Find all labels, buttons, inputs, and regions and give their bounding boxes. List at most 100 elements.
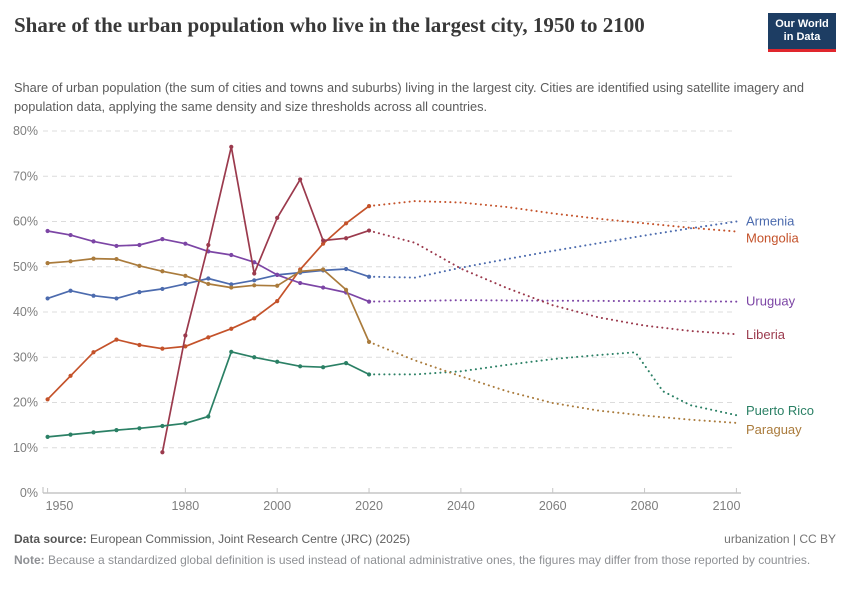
series-point-paraguay[interactable] bbox=[321, 267, 326, 272]
series-point-puerto-rico[interactable] bbox=[137, 426, 142, 431]
series-point-mongolia[interactable] bbox=[160, 346, 165, 351]
series-point-puerto-rico[interactable] bbox=[160, 423, 165, 429]
series-point-armenia[interactable] bbox=[68, 288, 73, 293]
series-line-puerto-rico[interactable] bbox=[47, 350, 370, 438]
series-point-uruguay[interactable] bbox=[114, 243, 119, 249]
series-point-puerto-rico[interactable] bbox=[68, 432, 73, 437]
series-point-uruguay[interactable] bbox=[298, 280, 303, 286]
series-point-paraguay[interactable] bbox=[343, 287, 349, 292]
series-point-armenia[interactable] bbox=[91, 293, 96, 298]
series-point-armenia[interactable] bbox=[206, 276, 211, 281]
series-projection-liberia[interactable] bbox=[368, 229, 738, 336]
series-point-puerto-rico[interactable] bbox=[206, 414, 211, 419]
series-point-liberia[interactable] bbox=[183, 333, 188, 338]
series-point-liberia[interactable] bbox=[298, 177, 303, 182]
series-point-uruguay[interactable] bbox=[160, 237, 165, 242]
series-point-puerto-rico[interactable] bbox=[321, 365, 326, 370]
series-point-liberia[interactable] bbox=[229, 144, 234, 149]
series-point-paraguay[interactable] bbox=[229, 285, 234, 290]
series-point-uruguay[interactable] bbox=[137, 242, 142, 248]
series-point-puerto-rico[interactable] bbox=[298, 364, 303, 369]
owid-logo-line1: Our World bbox=[775, 18, 829, 30]
chart-footer: Data source: European Commission, Joint … bbox=[14, 531, 836, 568]
series-point-armenia[interactable] bbox=[45, 296, 50, 301]
series-point-uruguay[interactable] bbox=[321, 285, 326, 290]
series-label-uruguay[interactable]: Uruguay bbox=[746, 294, 796, 309]
series-point-armenia[interactable] bbox=[160, 286, 165, 292]
series-point-mongolia[interactable] bbox=[229, 326, 234, 331]
series-point-paraguay[interactable] bbox=[91, 256, 96, 261]
series-point-paraguay[interactable] bbox=[45, 261, 50, 266]
series-point-liberia[interactable] bbox=[160, 450, 165, 455]
series-point-armenia[interactable] bbox=[183, 281, 188, 287]
license-text[interactable]: urbanization | CC BY bbox=[724, 532, 836, 546]
y-axis-tick-label: 50% bbox=[13, 260, 38, 274]
series-point-paraguay[interactable] bbox=[252, 283, 257, 288]
series-point-paraguay[interactable] bbox=[206, 281, 211, 287]
series-projection-armenia[interactable] bbox=[368, 220, 738, 279]
series-point-liberia[interactable] bbox=[206, 242, 211, 248]
series-label-armenia[interactable]: Armenia bbox=[746, 214, 795, 229]
x-axis-tick-label: 2040 bbox=[447, 499, 475, 513]
series-point-mongolia[interactable] bbox=[45, 397, 50, 402]
series-projection-mongolia[interactable] bbox=[368, 200, 738, 233]
chart-note: Note: Because a standardized global defi… bbox=[14, 552, 836, 568]
series-point-armenia[interactable] bbox=[229, 282, 234, 287]
owid-logo-line2: in Data bbox=[783, 31, 821, 43]
series-point-puerto-rico[interactable] bbox=[275, 359, 280, 364]
series-point-armenia[interactable] bbox=[343, 266, 349, 272]
series-point-mongolia[interactable] bbox=[275, 299, 280, 304]
series-point-puerto-rico[interactable] bbox=[229, 349, 234, 354]
series-point-liberia[interactable] bbox=[321, 238, 326, 243]
series-label-liberia[interactable]: Liberia bbox=[746, 327, 786, 342]
series-point-liberia[interactable] bbox=[252, 271, 257, 276]
series-projection-paraguay[interactable] bbox=[368, 340, 738, 424]
series-point-uruguay[interactable] bbox=[45, 228, 50, 234]
series-point-paraguay[interactable] bbox=[160, 269, 165, 274]
series-point-uruguay[interactable] bbox=[68, 232, 73, 238]
series-point-puerto-rico[interactable] bbox=[114, 428, 119, 433]
series-projection-puerto-rico[interactable] bbox=[368, 351, 738, 417]
series-point-puerto-rico[interactable] bbox=[343, 361, 349, 366]
x-axis-tick-label: 2060 bbox=[539, 499, 567, 513]
series-point-mongolia[interactable] bbox=[91, 350, 96, 355]
series-point-liberia[interactable] bbox=[343, 236, 349, 241]
series-point-uruguay[interactable] bbox=[91, 239, 96, 244]
series-label-mongolia[interactable]: Mongolia bbox=[746, 230, 800, 245]
series-point-uruguay[interactable] bbox=[183, 241, 188, 246]
series-point-armenia[interactable] bbox=[114, 296, 119, 301]
series-point-paraguay[interactable] bbox=[298, 269, 303, 274]
series-point-mongolia[interactable] bbox=[114, 337, 119, 342]
series-point-mongolia[interactable] bbox=[252, 316, 257, 321]
series-point-armenia[interactable] bbox=[137, 289, 142, 295]
series-label-paraguay[interactable]: Paraguay bbox=[746, 422, 802, 437]
series-point-puerto-rico[interactable] bbox=[45, 434, 50, 439]
series-point-uruguay[interactable] bbox=[229, 252, 234, 258]
series-point-mongolia[interactable] bbox=[321, 241, 326, 246]
series-point-mongolia[interactable] bbox=[343, 221, 349, 226]
series-label-puerto-rico[interactable]: Puerto Rico bbox=[746, 403, 814, 418]
y-axis-tick-label: 10% bbox=[13, 441, 38, 455]
series-point-mongolia[interactable] bbox=[68, 373, 73, 378]
y-axis-tick-label: 60% bbox=[13, 215, 38, 229]
series-point-liberia[interactable] bbox=[275, 215, 280, 220]
series-point-puerto-rico[interactable] bbox=[91, 430, 96, 435]
series-point-puerto-rico[interactable] bbox=[183, 421, 188, 426]
y-axis-tick-label: 30% bbox=[13, 350, 38, 364]
series-line-liberia[interactable] bbox=[161, 145, 370, 453]
series-point-paraguay[interactable] bbox=[68, 259, 73, 264]
owid-logo[interactable]: Our World in Data bbox=[768, 13, 836, 52]
y-axis-tick-label: 70% bbox=[13, 169, 38, 183]
series-point-paraguay[interactable] bbox=[137, 263, 142, 268]
series-point-paraguay[interactable] bbox=[114, 256, 119, 262]
series-point-paraguay[interactable] bbox=[275, 283, 280, 288]
series-point-puerto-rico[interactable] bbox=[252, 355, 257, 360]
series-point-mongolia[interactable] bbox=[137, 342, 142, 348]
x-axis-tick-label: 2100 bbox=[713, 499, 741, 513]
series-point-uruguay[interactable] bbox=[275, 272, 280, 277]
series-point-mongolia[interactable] bbox=[206, 335, 211, 340]
series-point-armenia[interactable] bbox=[252, 278, 257, 283]
series-point-paraguay[interactable] bbox=[183, 273, 188, 278]
chart-title: Share of the urban population who live i… bbox=[14, 13, 645, 37]
series-projection-uruguay[interactable] bbox=[368, 299, 738, 303]
